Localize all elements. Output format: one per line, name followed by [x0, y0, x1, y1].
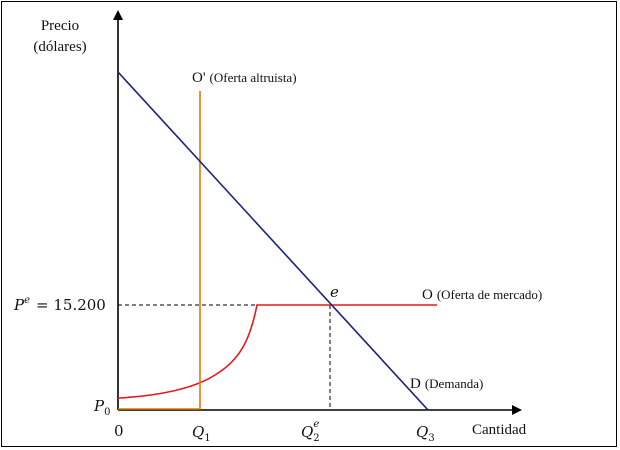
- equilibrium-point-label: e: [330, 283, 339, 301]
- demand-label: D (Demanda): [410, 376, 483, 392]
- q1-label: Q1: [192, 423, 211, 444]
- altruistic-supply-curve: [118, 91, 201, 410]
- market-supply-label: O (Oferta de mercado): [422, 287, 542, 303]
- y-axis-title-line1: Precio: [41, 18, 79, 34]
- q2e-label: Qe 2: [301, 419, 320, 444]
- q3-label: Q3: [416, 423, 435, 444]
- market-supply-curve: [117, 304, 437, 399]
- x-axis-title: Cantidad: [472, 422, 527, 438]
- demand-curve: [117, 71, 429, 411]
- altruistic-supply-label: O' (Oferta altruista): [192, 70, 297, 86]
- p0-label: P0: [93, 397, 110, 418]
- equilibrium-price-label: Pe = 15.200: [13, 295, 106, 314]
- origin-label: 0: [114, 422, 124, 440]
- y-axis-title-line2: (dólares): [33, 39, 86, 55]
